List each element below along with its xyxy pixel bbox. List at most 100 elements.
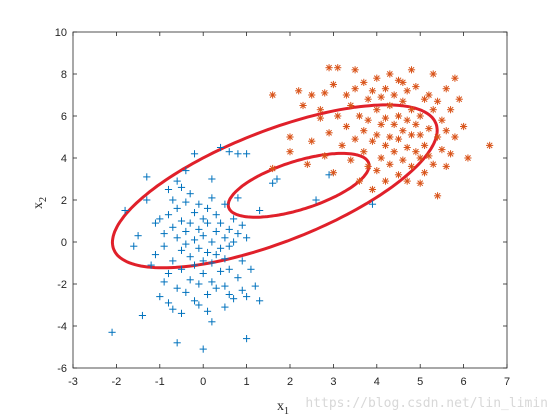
star-marker [299,101,307,110]
plus-marker [164,211,173,219]
plus-marker [212,227,220,236]
plus-marker [243,150,251,158]
plus-marker [195,200,203,208]
watermark: https://blog.csdn.net/lin_limin [305,396,548,411]
plus-marker [208,259,216,267]
y-tick-label: -2 [57,279,67,291]
plus-marker [173,204,181,212]
plus-marker [169,196,177,204]
plus-marker [212,284,220,292]
plus-marker [212,251,220,259]
plus-marker [238,257,246,265]
plus-marker [234,150,242,158]
plus-marker [221,234,229,242]
plus-marker [173,177,181,185]
plus-marker [151,251,160,259]
plus-marker [243,293,251,301]
x-axis-label: x1 [277,399,289,417]
star-marker [334,112,342,120]
star-marker [394,135,403,143]
star-marker [351,135,359,143]
ticks-layer: -3 -2 -1 0 1 2 3 4 5 6 7 -6 -4 -2 0 2 4 6 8 10 [55,27,510,388]
y-tick-label: -6 [57,363,67,375]
plus-marker [173,339,181,347]
star-marker [451,133,459,141]
plus-marker [216,143,225,152]
star-marker [416,179,424,187]
star-marker [269,164,277,173]
star-marker [386,101,394,110]
plus-marker [208,238,216,246]
star-marker [364,95,372,103]
plus-marker [195,225,203,233]
plus-marker [243,335,251,343]
y-tick-label: 2 [61,195,67,207]
star-marker [321,89,329,97]
star-marker [325,129,333,137]
star-marker [425,125,433,133]
star-marker [442,162,450,170]
y-axis-label-subscript: 2 [38,197,49,202]
x-tick-label: 3 [330,376,336,388]
star-marker [351,85,359,93]
plus-marker [182,198,190,206]
plus-marker [221,255,229,263]
star-marker [446,150,455,158]
star-marker [407,106,416,114]
star-marker [386,133,394,141]
plus-marker [134,232,142,240]
star-marker [407,66,416,74]
plus-marker [173,234,181,242]
x-tick-label: -2 [112,376,122,388]
star-marker [429,106,437,114]
star-marker [377,93,385,101]
star-marker [386,70,394,78]
star-marker [403,177,411,185]
plus-marker [225,148,233,156]
star-marker [381,114,390,122]
plus-marker [108,328,116,336]
star-marker [390,148,398,156]
plus-marker [216,267,225,275]
plus-marker [199,345,207,353]
star-marker [368,87,377,95]
star-marker [429,160,437,168]
star-marker [399,156,407,164]
plus-marker [234,194,242,202]
plus-marker [164,269,173,278]
star-marker [460,122,468,131]
plus-marker [247,265,255,273]
star-marker [412,83,420,91]
star-marker [321,152,329,160]
ellipses-layer [110,103,439,270]
star-marker [355,112,364,120]
star-marker [308,91,316,99]
plus-marker [160,242,168,250]
x-tick-label: 6 [461,376,467,388]
plus-marker [195,244,203,252]
plus-marker [169,257,177,265]
plus-marker [234,230,242,238]
plus-marker [138,311,147,320]
star-marker [381,141,390,149]
star-marker [373,106,381,114]
plus-marker [221,303,229,311]
star-marker [433,192,442,200]
star-marker [442,85,450,93]
plus-marker [195,301,203,309]
plus-marker [273,175,281,183]
plus-marker [160,230,168,238]
star-marker [373,167,381,175]
star-marker [407,162,416,170]
star-marker [390,91,398,99]
star-marker [360,78,368,86]
plus-marker [182,288,190,296]
plus-marker [256,206,264,215]
star-marker [386,160,394,168]
plus-marker [164,299,173,307]
star-marker [416,131,424,139]
star-marker [399,127,407,135]
star-marker [360,127,368,135]
star-marker [347,101,355,110]
star-marker [368,137,377,145]
